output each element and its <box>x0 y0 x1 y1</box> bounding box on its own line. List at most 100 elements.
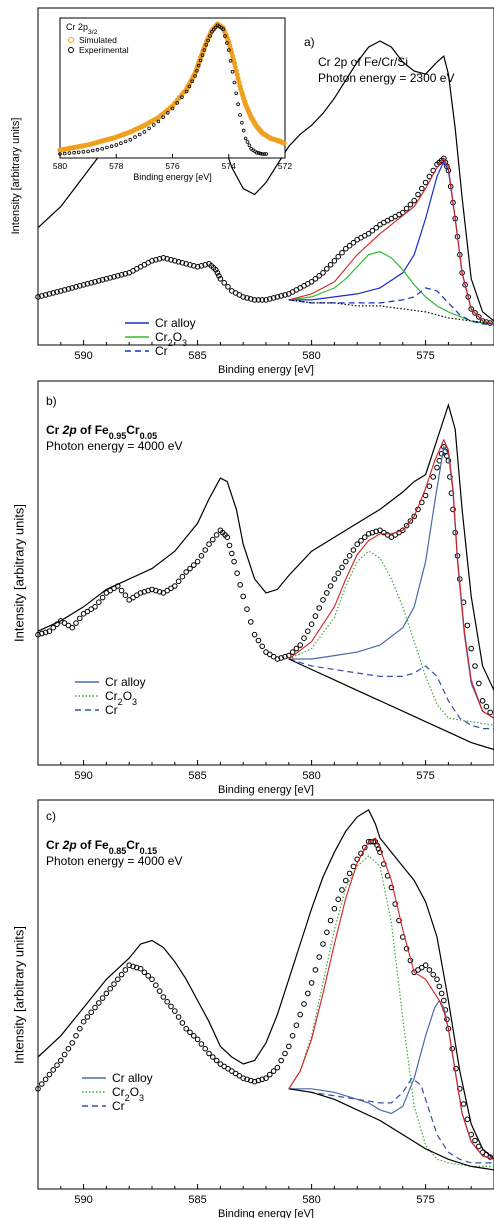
data-point <box>434 464 440 471</box>
text-part: Fe <box>95 838 109 852</box>
data-point <box>184 89 189 94</box>
series-cr-alloy-line <box>288 160 494 325</box>
data-point <box>107 985 113 992</box>
data-point <box>289 1033 296 1039</box>
series-fit-line <box>288 157 494 325</box>
data-point <box>99 594 106 601</box>
data-point <box>289 649 296 655</box>
legend-label: Cr <box>105 703 118 717</box>
data-point <box>350 547 357 553</box>
inset-tick-label: 574 <box>222 161 236 171</box>
data-point <box>54 1062 60 1068</box>
legend-label: Cr <box>155 344 168 358</box>
data-point <box>245 140 250 144</box>
text-part: Cr <box>126 838 140 852</box>
data-point <box>35 1086 41 1092</box>
data-point <box>293 645 300 652</box>
data-point <box>69 624 75 631</box>
data-point <box>119 141 123 146</box>
data-point <box>373 528 380 535</box>
data-point <box>260 152 265 156</box>
data-point <box>281 140 287 146</box>
data-point <box>179 573 186 580</box>
text-part: 0.15 <box>140 846 158 856</box>
series-cr-line <box>288 1077 494 1164</box>
series-cr-alloy-line <box>288 999 494 1160</box>
data-point <box>419 185 425 192</box>
data-point <box>422 962 429 969</box>
data-point <box>61 1051 68 1058</box>
data-point <box>453 1065 459 1072</box>
data-point <box>320 941 326 947</box>
series-cr-line <box>288 658 494 730</box>
series-trace-0-line <box>37 809 494 1160</box>
text-part: of <box>77 838 95 852</box>
data-point <box>172 1008 178 1014</box>
data-point <box>86 149 90 154</box>
data-point <box>297 1011 304 1018</box>
data-point <box>122 271 129 277</box>
data-point <box>206 1050 212 1057</box>
data-point <box>190 79 195 83</box>
data-point <box>411 197 418 204</box>
text-part: Cr <box>105 689 118 703</box>
data-point <box>229 1068 235 1074</box>
data-point <box>46 291 53 297</box>
data-point <box>231 558 237 565</box>
data-point <box>255 637 262 644</box>
data-point <box>464 1116 471 1123</box>
data-point <box>208 34 212 38</box>
data-point <box>210 29 214 34</box>
data-point <box>42 292 49 298</box>
data-point <box>111 981 117 987</box>
data-point <box>77 615 83 622</box>
data-point <box>316 273 323 279</box>
data-point <box>267 296 273 302</box>
data-point <box>343 877 349 884</box>
data-point <box>202 262 208 268</box>
data-point <box>308 980 315 986</box>
x-tick-label: 575 <box>416 1194 434 1206</box>
data-point <box>350 239 357 246</box>
data-point <box>476 314 482 320</box>
data-point <box>133 135 137 139</box>
data-point <box>286 1043 292 1050</box>
data-point <box>335 570 342 577</box>
data-point <box>354 541 361 548</box>
text-part: 3 <box>182 338 187 348</box>
text-part: 3 <box>132 697 137 707</box>
data-point <box>73 620 79 626</box>
data-point <box>99 995 106 1001</box>
series-fit-line <box>288 837 494 1160</box>
data-point <box>187 262 193 268</box>
data-point <box>476 1143 482 1150</box>
sample-title: Cr 2p of Fe0.95Cr0.05 <box>46 423 157 441</box>
data-point <box>196 63 201 68</box>
text-part: Cr <box>46 423 63 437</box>
data-point <box>160 994 167 1000</box>
data-point <box>396 917 402 924</box>
data-point <box>320 597 326 603</box>
x-tick-label: 585 <box>188 770 206 782</box>
data-point <box>153 257 159 263</box>
data-point <box>346 242 353 249</box>
data-point <box>335 896 342 903</box>
data-point <box>114 143 119 147</box>
series-trace-1 <box>35 155 494 326</box>
data-point <box>88 1009 94 1016</box>
legend-label: Cr2O3 <box>112 1085 144 1103</box>
x-axis-label: Binding energy [eV] <box>218 1208 314 1218</box>
data-point <box>240 593 246 600</box>
data-point <box>62 151 67 156</box>
data-point <box>115 273 121 279</box>
text-part: Cr <box>126 423 140 437</box>
data-point <box>267 1071 273 1078</box>
data-point <box>339 249 345 256</box>
data-point <box>147 126 151 131</box>
data-point <box>95 147 100 152</box>
data-point <box>263 1075 269 1081</box>
data-point <box>415 191 421 198</box>
data-point <box>204 42 209 47</box>
